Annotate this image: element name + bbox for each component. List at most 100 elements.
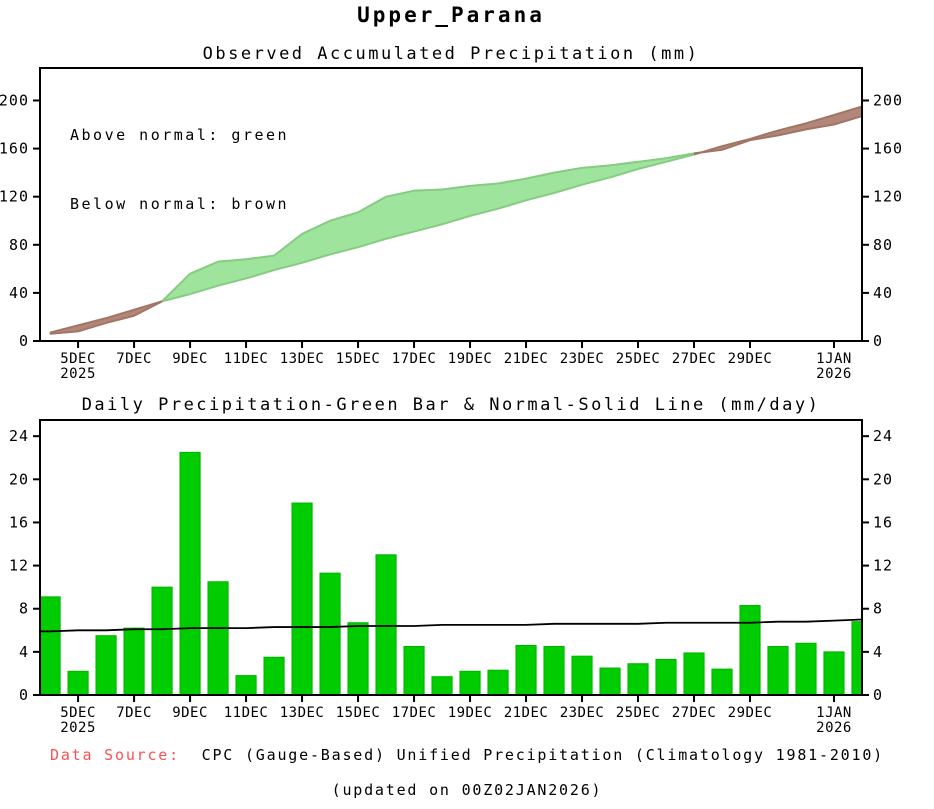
normal-accum-curve	[357, 237, 387, 249]
normal-accum-curve	[637, 160, 667, 170]
normal-accum-curve	[805, 113, 835, 125]
normal-accum-curve	[441, 214, 471, 226]
normal-daily-line	[40, 618, 862, 633]
y-tick-label: 200	[0, 91, 29, 109]
x-tick-label: 27DEC	[672, 351, 717, 367]
x-tick-year-label: 2026	[816, 366, 852, 382]
normal-accum-curve	[833, 105, 862, 116]
y-tick-label: 0	[873, 686, 883, 704]
normal-accum-curve	[469, 207, 499, 217]
y-tick-label: 0	[873, 332, 883, 350]
observed-accum-curve	[749, 134, 779, 142]
normal-accum-curve	[133, 300, 163, 311]
x-tick-label: 19DEC	[448, 705, 493, 721]
plot-border	[39, 67, 863, 342]
y-tick-label: 4	[873, 643, 883, 661]
daily-precip-bar	[627, 663, 649, 695]
y-tick-label: 8	[19, 600, 29, 618]
page-title: Upper_Parana	[357, 3, 545, 27]
y-tick-label: 200	[873, 91, 903, 109]
y-tick-label: 120	[0, 188, 29, 206]
daily-precip-bar	[739, 604, 761, 695]
normal-accum-curve	[693, 145, 723, 156]
observed-accum-curve	[721, 139, 751, 151]
daily-precip-bar	[235, 675, 257, 695]
normal-accum-curve	[161, 293, 191, 303]
x-tick-label: 11DEC	[224, 351, 269, 367]
daily-precip-bar	[67, 670, 89, 695]
updated-line: (updated on 00Z02JAN2026)	[331, 781, 603, 799]
x-tick-label: 9DEC	[172, 705, 208, 721]
y-tick-label: 160	[0, 140, 29, 158]
daily-precip-bar	[571, 655, 593, 695]
y-tick-label: 4	[19, 643, 29, 661]
y-tick-label: 16	[873, 513, 893, 531]
normal-accum-curve	[581, 176, 611, 186]
observed-accum-curve	[301, 219, 331, 235]
y-tick-label: 12	[9, 557, 29, 575]
y-tick-label: 0	[19, 686, 29, 704]
daily-precip-bar	[319, 572, 341, 695]
normal-accum-curve	[665, 153, 695, 163]
normal-accum-curve	[329, 246, 359, 256]
daily-precip-bar	[95, 635, 117, 695]
normal-accum-curve	[105, 308, 135, 320]
normal-accum-curve	[301, 253, 331, 264]
observed-accum-curve	[553, 166, 583, 174]
observed-accum-curve	[777, 128, 807, 137]
data-source-line: Data Source: CPC (Gauge-Based) Unified P…	[0, 746, 934, 764]
normal-accum-curve	[721, 137, 751, 148]
normal-accum-curve	[553, 183, 583, 195]
above-normal-band	[385, 190, 415, 240]
daily-precip-bar	[795, 642, 817, 695]
legend-below-normal: Below normal: brown	[70, 195, 290, 213]
x-tick-label: 13DEC	[280, 351, 325, 367]
normal-accum-curve	[77, 317, 107, 327]
observed-accum-curve	[525, 171, 555, 180]
x-tick-year-label: 2026	[816, 720, 852, 736]
x-tick-label: 7DEC	[116, 705, 152, 721]
normal-accum-curve	[497, 199, 527, 210]
daily-precip-bar	[151, 586, 173, 695]
y-tick-label: 12	[873, 557, 893, 575]
x-tick-label: 25DEC	[616, 705, 661, 721]
x-tick-label: 11DEC	[224, 705, 269, 721]
normal-accum-curve	[525, 192, 555, 202]
observed-accum-curve	[357, 195, 387, 214]
daily-precip-bar	[403, 645, 425, 695]
y-tick-label: 16	[9, 513, 29, 531]
x-tick-label: 5DEC	[60, 351, 96, 367]
daily-precip-bar	[375, 554, 397, 695]
daily-bars-layer	[40, 451, 862, 695]
observed-accum-curve	[441, 184, 471, 191]
x-tick-label: 15DEC	[336, 351, 381, 367]
x-tick-label: 25DEC	[616, 351, 661, 367]
x-tick-year-label: 2025	[60, 720, 96, 736]
y-tick-label: 40	[873, 284, 893, 302]
observed-accum-curve	[161, 272, 191, 303]
daily-precip-bar	[823, 651, 845, 695]
y-tick-label: 20	[9, 470, 29, 488]
data-source-text: CPC (Gauge-Based) Unified Precipitation …	[179, 746, 884, 764]
normal-accum-curve	[385, 230, 415, 240]
normal-accum-curve	[189, 284, 219, 296]
daily-precip-bar	[767, 645, 789, 695]
observed-accum-curve	[665, 152, 695, 160]
daily-precip-bar	[655, 658, 677, 695]
x-tick-label: 29DEC	[728, 351, 773, 367]
x-tick-label: 21DEC	[504, 351, 549, 367]
observed-accum-curve	[637, 157, 667, 163]
daily-precip-bar	[40, 596, 61, 695]
x-tick-label: 23DEC	[560, 351, 605, 367]
observed-accum-curve	[414, 188, 443, 192]
normal-accum-curve	[777, 122, 807, 132]
y-tick-label: 80	[9, 236, 29, 254]
legend-above-normal: Above normal: green	[70, 126, 290, 144]
normal-accum-curve	[49, 324, 79, 334]
observed-accum-curve	[805, 123, 835, 131]
accumulation-bands-layer	[49, 105, 862, 335]
daily-precip-bar	[207, 581, 229, 695]
daily-precip-bar	[263, 656, 285, 695]
observed-accum-curve	[833, 115, 862, 126]
